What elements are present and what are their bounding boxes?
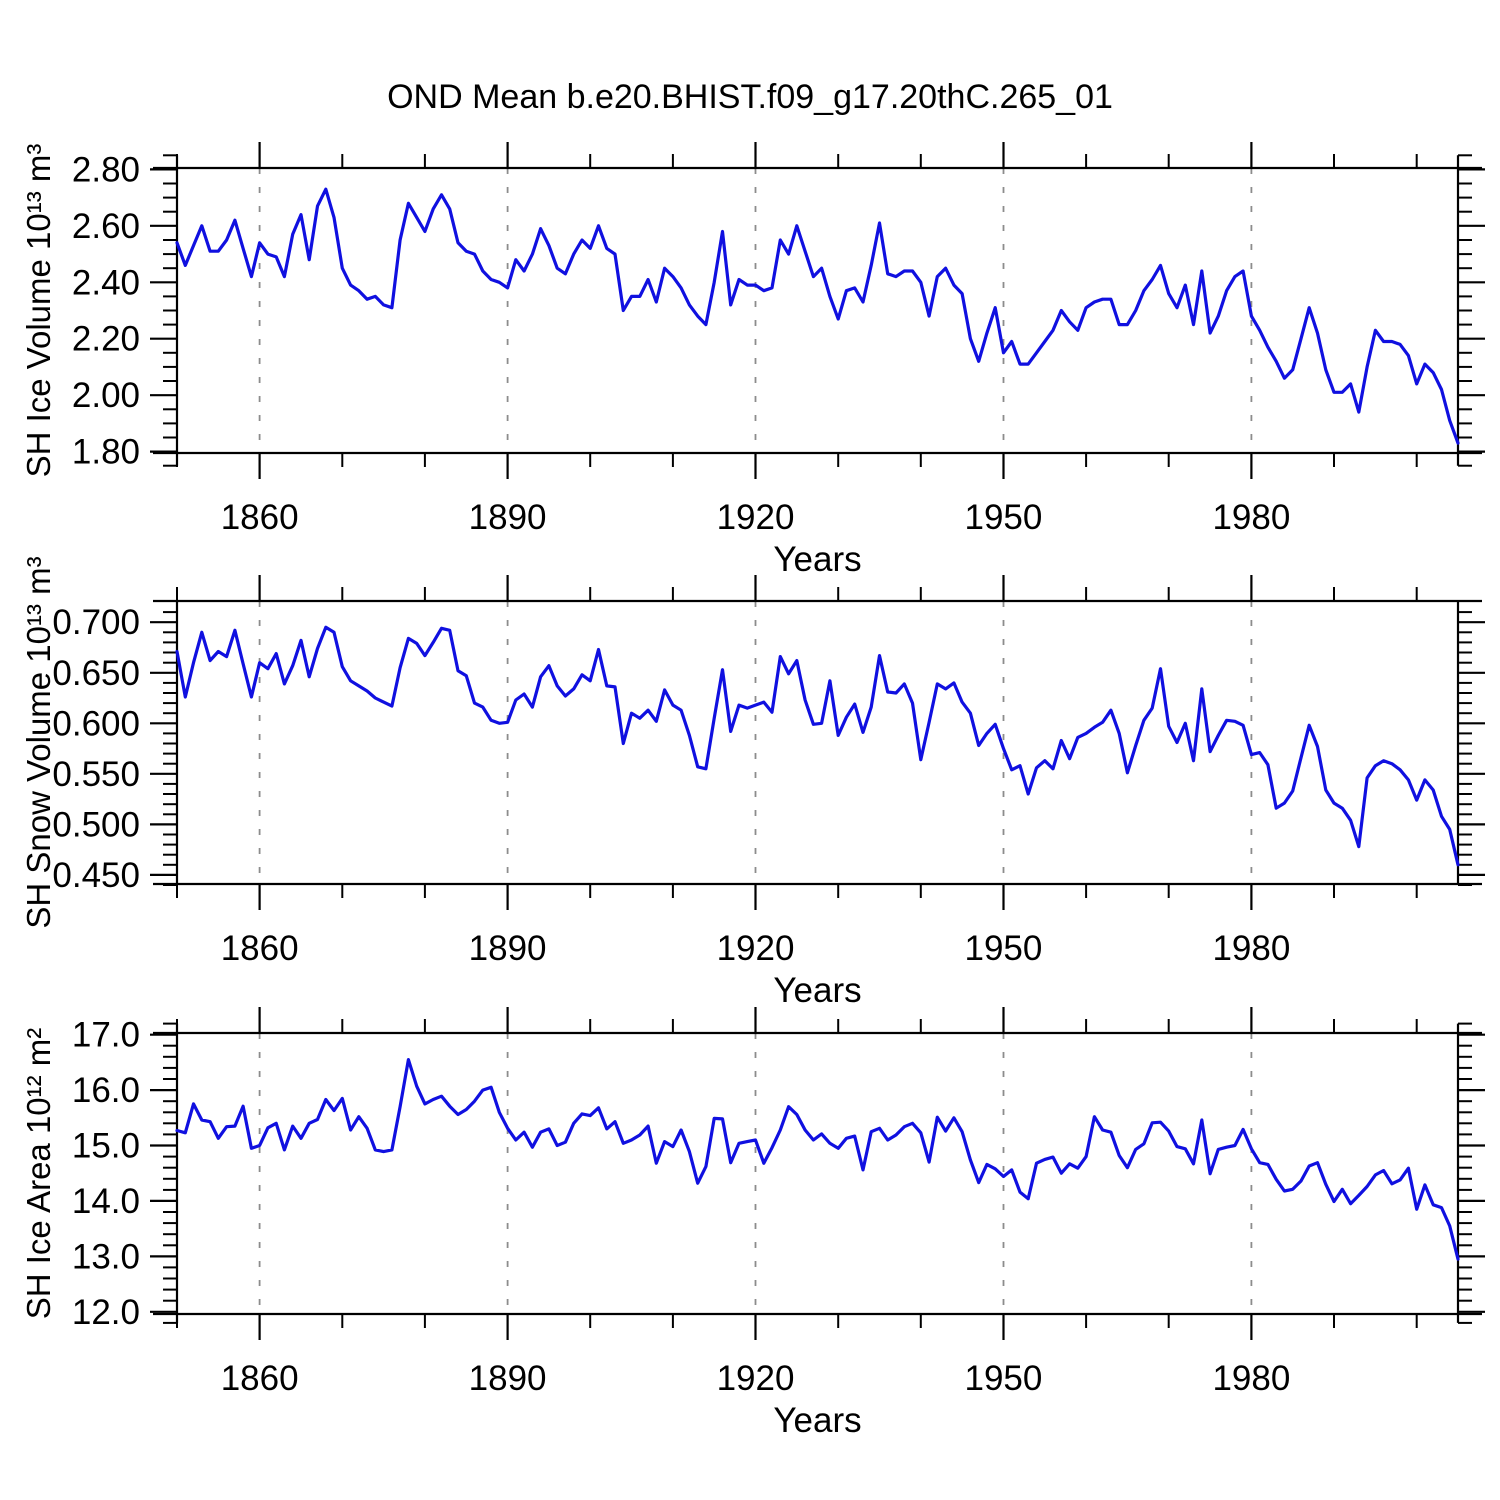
data-line-sh-ice-volume — [175, 187, 1460, 445]
x-tick-label: 1920 — [717, 929, 795, 968]
x-tick-label: 1980 — [1212, 1359, 1290, 1398]
x-tick-label: 1980 — [1212, 929, 1290, 968]
y-tick-label: 2.20 — [72, 320, 140, 359]
y-axis-label: SH Snow Volume 10¹³ m³ — [20, 556, 57, 928]
x-axis-label: Years — [773, 540, 861, 579]
data-line-sh-snow-volume — [175, 625, 1460, 867]
y-tick-label: 2.40 — [72, 263, 140, 302]
y-tick-label: 0.700 — [52, 603, 140, 642]
panel-sh-ice-volume: 1.80 2.00 2.20 2.40 2.60 2.80 1860 1890 1920 1950… — [20, 142, 1485, 579]
data-line-sh-ice-area — [175, 1057, 1460, 1261]
x-tick-label: 1860 — [221, 1359, 299, 1398]
y-tick-label: 0.550 — [52, 755, 140, 794]
y-tick-label: 12.0 — [72, 1293, 140, 1332]
x-axis-label: Years — [773, 1401, 861, 1440]
y-tick-label: 0.450 — [52, 856, 140, 895]
y-axis-label: SH Ice Area 10¹² m² — [20, 1028, 57, 1320]
y-tick-label: 1.80 — [72, 433, 140, 472]
y-tick-label: 14.0 — [72, 1182, 140, 1221]
x-tick-label: 1860 — [221, 929, 299, 968]
y-tick-label: 13.0 — [72, 1237, 140, 1276]
x-tick-label: 1890 — [469, 498, 547, 537]
y-tick-label: 2.60 — [72, 207, 140, 246]
x-tick-label: 1860 — [221, 498, 299, 537]
x-tick-label: 1980 — [1212, 498, 1290, 537]
x-tick-label: 1950 — [965, 1359, 1043, 1398]
panel-sh-snow-volume: 0.450 0.500 0.550 0.600 0.650 0.700 1860 1890 19… — [20, 556, 1485, 1010]
x-tick-label: 1920 — [717, 1359, 795, 1398]
y-tick-label: 0.500 — [52, 805, 140, 844]
figure-title: OND Mean b.e20.BHIST.f09_g17.20thC.265_0… — [387, 78, 1113, 116]
y-tick-label: 2.80 — [72, 150, 140, 189]
x-tick-label: 1950 — [965, 498, 1043, 537]
y-tick-label: 2.00 — [72, 376, 140, 415]
x-tick-label: 1890 — [469, 1359, 547, 1398]
y-tick-label: 0.650 — [52, 654, 140, 693]
x-tick-label: 1920 — [717, 498, 795, 537]
y-tick-label: 16.0 — [72, 1071, 140, 1110]
y-tick-label: 17.0 — [72, 1016, 140, 1055]
y-axis-label: SH Ice Volume 10¹³ m³ — [20, 144, 57, 478]
y-tick-label: 15.0 — [72, 1127, 140, 1166]
x-tick-label: 1890 — [469, 929, 547, 968]
panel-sh-ice-area: 12.0 13.0 14.0 15.0 16.0 17.0 1860 1890 1920 1950… — [20, 1007, 1485, 1440]
x-tick-label: 1950 — [965, 929, 1043, 968]
x-axis-label: Years — [773, 971, 861, 1010]
y-tick-label: 0.600 — [52, 704, 140, 743]
